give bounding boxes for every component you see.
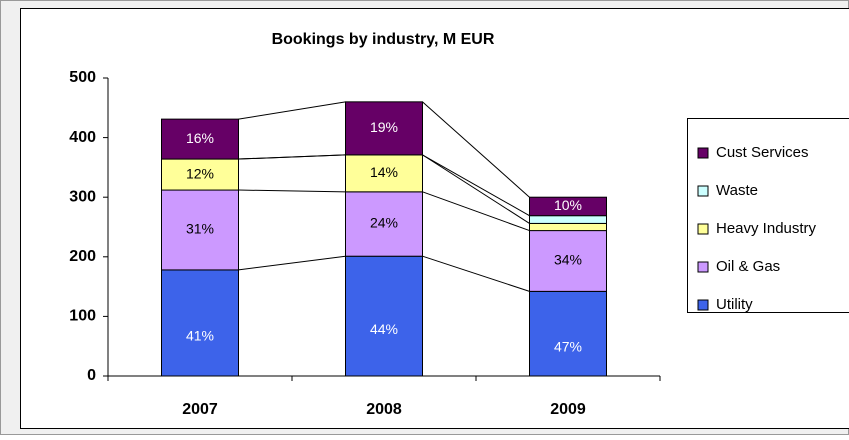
bar-segment xyxy=(530,291,607,376)
segment-label: 12% xyxy=(186,165,214,181)
segment-label: 41% xyxy=(186,328,214,344)
legend-label: Utility xyxy=(716,296,753,313)
legend-swatch xyxy=(698,224,708,234)
x-tick-label: 2007 xyxy=(182,401,218,418)
x-tick-label: 2008 xyxy=(366,401,402,418)
legend-label: Heavy Industry xyxy=(716,220,817,237)
y-tick-label: 300 xyxy=(69,188,96,205)
segment-label: 34% xyxy=(554,252,582,268)
legend-label: Waste xyxy=(716,182,758,199)
segment-label: 16% xyxy=(186,130,214,146)
y-tick-label: 0 xyxy=(87,367,96,384)
segment-label: 44% xyxy=(370,321,398,337)
legend-label: Oil & Gas xyxy=(716,258,780,275)
bar-segment xyxy=(530,223,607,230)
segment-label: 10% xyxy=(554,197,582,213)
legend-label: Cust Services xyxy=(716,144,809,161)
legend-swatch xyxy=(698,148,708,158)
segment-label: 24% xyxy=(370,215,398,231)
y-tick-label: 100 xyxy=(69,308,96,325)
y-tick-label: 200 xyxy=(69,248,96,265)
x-tick-label: 2009 xyxy=(550,401,586,418)
bar-segment xyxy=(346,256,423,376)
segment-label: 19% xyxy=(370,119,398,135)
chart-title: Bookings by industry, M EUR xyxy=(272,31,495,48)
y-tick-label: 400 xyxy=(69,129,96,146)
segment-label: 47% xyxy=(554,338,582,354)
y-tick-label: 500 xyxy=(69,69,96,86)
bar-segment xyxy=(530,216,607,224)
legend-swatch xyxy=(698,300,708,310)
segment-label: 31% xyxy=(186,221,214,237)
segment-label: 14% xyxy=(370,164,398,180)
bar-segment xyxy=(162,270,239,376)
legend-swatch xyxy=(698,262,708,272)
legend-swatch xyxy=(698,186,708,196)
